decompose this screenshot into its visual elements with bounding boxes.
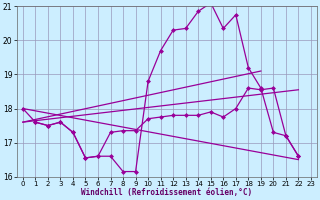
X-axis label: Windchill (Refroidissement éolien,°C): Windchill (Refroidissement éolien,°C) (81, 188, 252, 197)
